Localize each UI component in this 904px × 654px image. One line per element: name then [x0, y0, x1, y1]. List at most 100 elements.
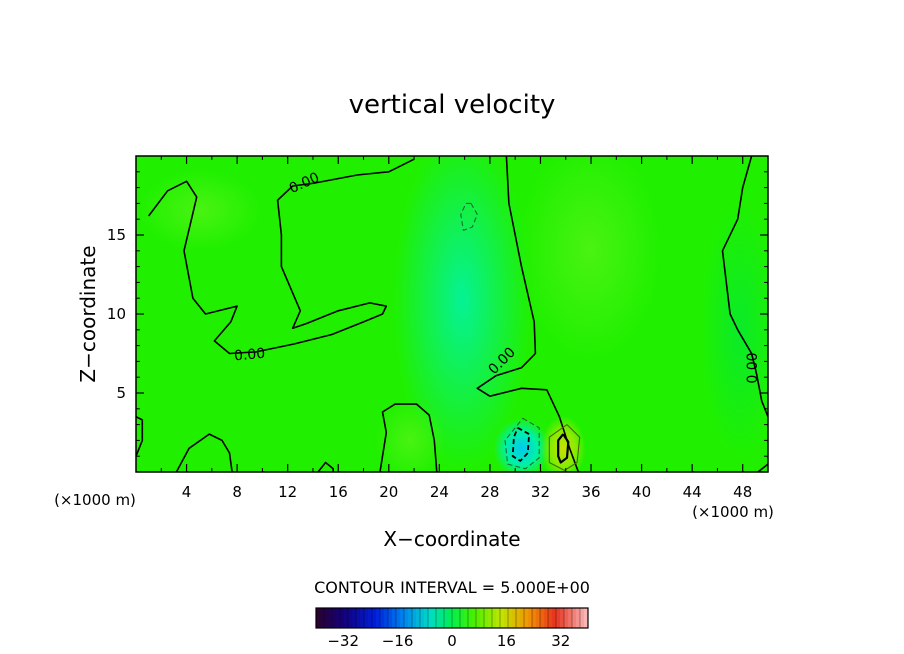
zero-contour: [147, 158, 415, 355]
x-tick-label: 36: [581, 483, 600, 501]
colorbar-cell: [500, 608, 505, 628]
colorbar-tick-label: 16: [497, 632, 516, 650]
colorbar-cell: [560, 608, 565, 628]
colorbar-cell: [568, 608, 573, 628]
positive-contour: [557, 433, 570, 464]
colorbar-cell: [416, 608, 421, 628]
colorbar-cell: [444, 608, 449, 628]
colorbar-cell: [580, 608, 585, 628]
negative-contour: [460, 202, 478, 231]
colorbar-cell: [464, 608, 469, 628]
negative-contour: [504, 417, 540, 470]
colorbar-cell: [384, 608, 389, 628]
contour-lines: [136, 156, 768, 472]
colorbar-cell: [520, 608, 525, 628]
zero-contour: [476, 156, 580, 472]
colorbar-cell: [428, 608, 433, 628]
colorbar-cell: [552, 608, 557, 628]
x-tick-label: 16: [329, 483, 348, 501]
colorbar-cell: [484, 608, 489, 628]
colorbar-cell: [452, 608, 457, 628]
x-tick-label: 24: [430, 483, 449, 501]
zero-contour: [317, 461, 334, 472]
colorbar-cell: [516, 608, 521, 628]
colorbar-tick-label: 32: [551, 632, 570, 650]
contour-label-right: 0.00: [745, 352, 761, 383]
colorbar-cell: [480, 608, 485, 628]
colorbar-cell: [472, 608, 477, 628]
colorbar-tick-label: 0: [447, 632, 457, 650]
colorbar-cell: [540, 608, 545, 628]
colorbar-cell: [316, 608, 321, 628]
shading-upper-left: [140, 170, 260, 250]
colorbar-cell: [572, 608, 577, 628]
colorbar-cell: [380, 608, 385, 628]
x-tick-label: 4: [182, 483, 192, 501]
colorbar-cell: [352, 608, 357, 628]
minimum-shading: [493, 418, 550, 472]
colorbar-cell: [468, 608, 473, 628]
contour-label-left: 0.00: [233, 346, 265, 365]
colorbar-cell: [436, 608, 441, 628]
colorbar-cell: [396, 608, 401, 628]
colorbar-frame: [315, 607, 589, 629]
colorbar-cell: [512, 608, 517, 628]
colorbar-cell: [576, 608, 581, 628]
colorbar-cell: [432, 608, 437, 628]
colorbar-cell: [508, 608, 513, 628]
colorbar-ticks: −32 −16 0 16 32: [327, 632, 570, 650]
zero-contour: [721, 156, 768, 417]
colorbar-cell: [420, 608, 425, 628]
x-tick-label: 8: [232, 483, 242, 501]
colorbar-cell: [372, 608, 377, 628]
y-axis-title: Z−coordinate: [76, 245, 100, 382]
colorbar-cell: [440, 608, 445, 628]
zero-contour: [757, 463, 768, 472]
colorbar-cell: [392, 608, 397, 628]
y-tick-label: 10: [107, 305, 126, 323]
zero-contour: [175, 433, 233, 472]
colorbar-cell: [400, 608, 405, 628]
colorbar-cell: [532, 608, 537, 628]
negative-contour: [511, 427, 530, 462]
positive-contour: [548, 424, 581, 471]
colorbar-cell: [492, 608, 497, 628]
colorbar-cell: [360, 608, 365, 628]
colorbar-cell: [564, 608, 569, 628]
colorbar-cell: [404, 608, 409, 628]
y-axis: 5 10 15: [107, 171, 768, 457]
colorbar-cell: [496, 608, 501, 628]
colorbar-cell: [456, 608, 461, 628]
colorbar-cell: [544, 608, 549, 628]
colorbar-cell: [320, 608, 325, 628]
colorbar-cell: [344, 608, 349, 628]
x-tick-label: 40: [632, 483, 651, 501]
colorbar-cell: [364, 608, 369, 628]
shading-lower-mid: [375, 400, 445, 472]
colorbar-cell: [424, 608, 429, 628]
colorbar-cell: [488, 608, 493, 628]
colorbar: [315, 607, 589, 629]
colorbar-cell: [412, 608, 417, 628]
x-tick-label: 48: [733, 483, 752, 501]
colorbar-cell: [368, 608, 373, 628]
zero-contour: [379, 403, 438, 472]
x-axis: 4 8 12 16 20 24 28 32 36 40 44 48: [160, 156, 752, 501]
x-tick-label: 12: [278, 483, 297, 501]
colorbar-cell: [336, 608, 341, 628]
colorbar-cell: [388, 608, 393, 628]
colorbar-cell: [476, 608, 481, 628]
colorbar-tick-label: −16: [382, 632, 414, 650]
colorbar-tick-label: −32: [327, 632, 359, 650]
x-tick-label: 32: [531, 483, 550, 501]
colorbar-cell: [536, 608, 541, 628]
colorbar-cell: [332, 608, 337, 628]
colorbar-cell: [556, 608, 561, 628]
x-unit-label: (×1000 m): [692, 503, 774, 521]
colorbar-cell: [524, 608, 529, 628]
colorbar-cell: [376, 608, 381, 628]
colorbar-cell: [584, 608, 589, 628]
y-unit-label: (×1000 m): [54, 491, 136, 509]
chart-title: vertical velocity: [349, 90, 556, 120]
